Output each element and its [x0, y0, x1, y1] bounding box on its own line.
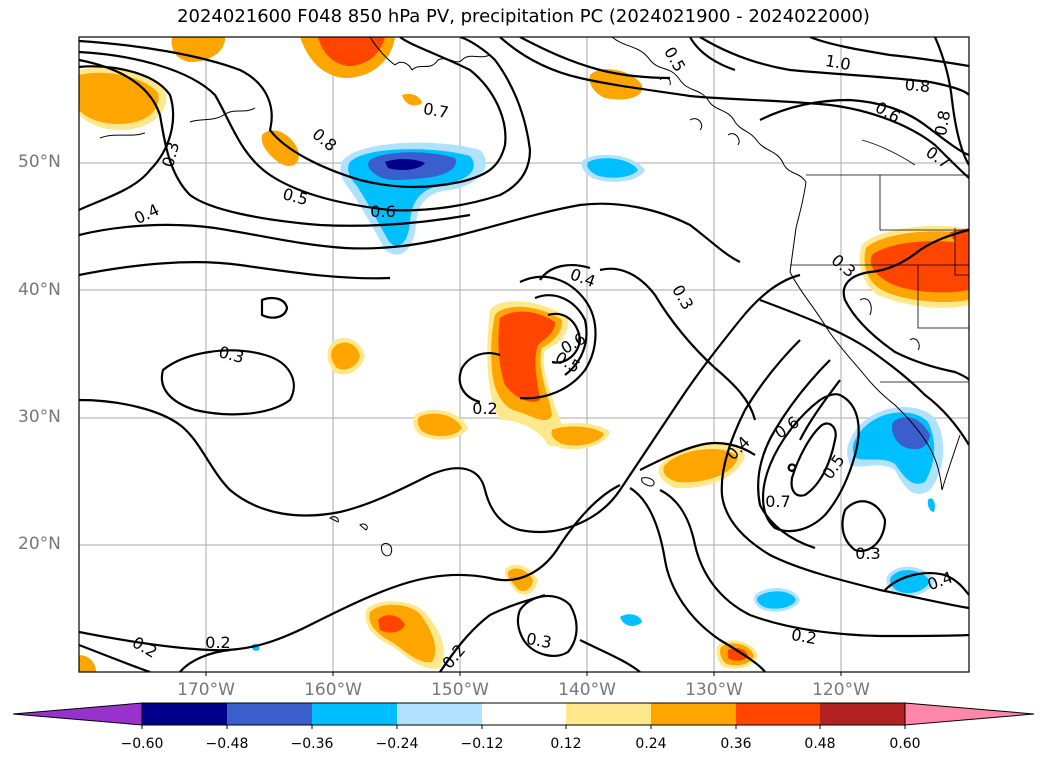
contour-label: 0.2 — [790, 625, 818, 648]
colorbar-cell — [142, 703, 227, 725]
contour-label: 0.2 — [472, 399, 497, 418]
lat-label: 50°N — [18, 152, 61, 172]
lat-label: 20°N — [18, 534, 61, 554]
lon-label: 120°W — [812, 680, 870, 700]
contour-label: 0.8 — [931, 109, 954, 137]
colorbar-tick-label: 0.60 — [889, 736, 921, 752]
lat-label: 30°N — [18, 407, 61, 427]
lon-label: 150°W — [431, 680, 489, 700]
colorbar-cell — [227, 703, 312, 725]
colorbar-extend-high — [904, 702, 1035, 726]
contour-label: 0.7 — [765, 492, 790, 511]
colorbar — [12, 702, 1035, 729]
lat-label: 40°N — [18, 280, 61, 300]
contour-label: 0.2 — [205, 633, 230, 652]
colorbar-cell — [312, 703, 397, 725]
colorbar-tick-label: −0.24 — [375, 736, 419, 752]
contour-label: 0.7 — [422, 99, 450, 122]
contour-label: 0.8 — [904, 75, 931, 96]
pv-contours — [79, 37, 969, 672]
colorbar-tick-label: −0.48 — [205, 736, 249, 752]
map-frame — [78, 36, 970, 673]
colorbar-cell — [651, 703, 736, 725]
contour-label: 1.0 — [824, 51, 852, 74]
colorbar-extend-low — [12, 702, 143, 726]
colorbar-tick-label: −0.12 — [460, 736, 504, 752]
colorbar-cell — [482, 703, 566, 725]
colorbar-tick-label: −0.36 — [290, 736, 334, 752]
colorbar-cell — [820, 703, 905, 725]
colorbar-tick-label: 0.12 — [550, 736, 582, 752]
lon-label: 140°W — [558, 680, 616, 700]
figure-title: 2024021600 F048 850 hPa PV, precipitatio… — [177, 6, 870, 27]
contour-label: 0.6 — [370, 202, 395, 221]
precipitation-shading — [79, 37, 969, 672]
colorbar-cell — [397, 703, 482, 725]
colorbar-cell — [736, 703, 820, 725]
colorbar-tick-label: −0.60 — [120, 736, 164, 752]
lon-label: 160°W — [304, 680, 362, 700]
colorbar-tick-label: 0.36 — [720, 736, 752, 752]
colorbar-tick-label: 0.48 — [804, 736, 836, 752]
contour-label: 0.3 — [855, 544, 880, 563]
contour-label: 0.3 — [525, 629, 553, 652]
lon-label: 130°W — [685, 680, 743, 700]
colorbar-tick-label: 0.24 — [635, 736, 667, 752]
lon-label: 170°W — [177, 680, 235, 700]
colorbar-cell — [566, 703, 651, 725]
